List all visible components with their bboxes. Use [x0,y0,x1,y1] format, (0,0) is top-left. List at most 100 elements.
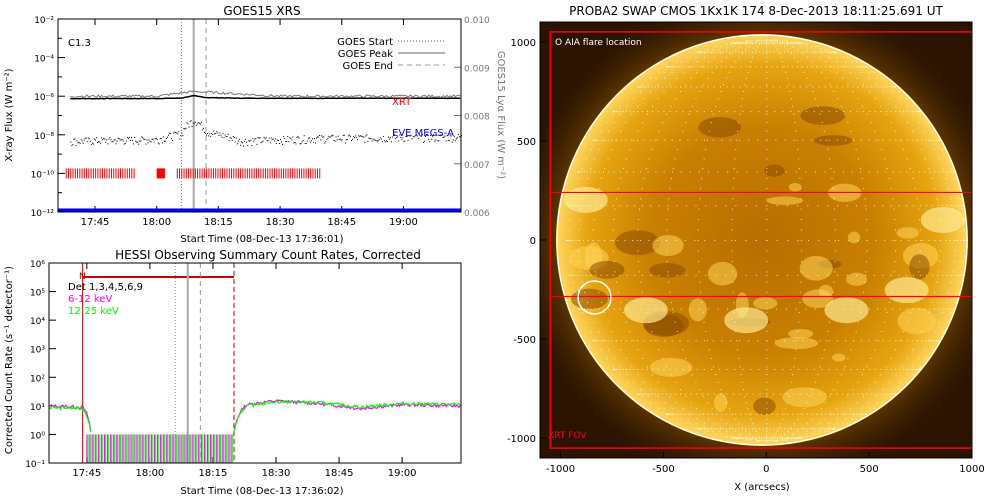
swap-grid-dot [732,46,734,48]
goes-short-point [155,137,157,139]
goes-short-point [436,134,438,136]
swap-grid-dot [733,437,735,439]
swap-grid-dot [612,205,614,207]
swap-grid-dot [760,438,762,440]
swap-grid-dot [788,395,790,397]
swap-grid-dot [954,250,956,252]
swap-grid-dot [811,46,813,48]
swap-bright-region [920,206,965,233]
swap-grid-dot [939,219,941,221]
swap-grid-dot [705,205,707,207]
swap-grid-dot [830,393,832,395]
swap-grid-dot [888,86,890,88]
swap-grid-dot [859,66,861,68]
goes-short-point [207,132,209,134]
swap-grid-dot [771,39,773,41]
swap-grid-dot [701,393,703,395]
swap-grid-dot [689,308,691,310]
swap-grid-dot [952,208,954,210]
swap-grid-dot [833,308,835,310]
swap-grid-dot [766,171,768,173]
goes-short-point [135,140,137,142]
swap-grid-dot [594,171,596,173]
goes-short-point [130,137,132,139]
swap-grid-dot [798,368,800,370]
swap-grid-dot [766,308,768,310]
goes-short-point [324,142,326,144]
swap-grid-dot [886,168,888,170]
swap-grid-dot [824,171,826,173]
goes-short-point [140,140,142,142]
swap-grid-dot [892,308,894,310]
swap-grid-dot [811,139,813,141]
swap-grid-dot [739,42,741,44]
swap-grid-dot [766,340,768,342]
swap-grid-dot [613,219,615,221]
swap-grid-dot [712,51,714,53]
swap-disk-feature [897,307,937,335]
swap-grid-dot [698,308,700,310]
swap-grid-dot [701,178,703,180]
swap-grid-dot [919,260,921,262]
swap-grid-dot [680,393,682,395]
goes-short-point [373,139,375,141]
swap-grid-dot [716,413,718,415]
swap-grid-dot [793,393,795,395]
swap-grid-dot [784,433,786,435]
swap-grid-dot [647,308,649,310]
swap-grid-dot [882,205,884,207]
swap-grid-dot [587,171,589,173]
goes-short-point [287,135,289,137]
goes-short-point [109,137,111,139]
swap-grid-dot [698,52,700,54]
swap-grid-dot [745,42,747,44]
goes-short-point [166,136,168,138]
swap-grid-dot [648,321,650,323]
goes-short-point [298,137,300,139]
swap-grid-dot [634,205,636,207]
goes-short-point [307,137,309,139]
swap-grid-dot [768,437,770,439]
goes-xrs-panel: GOES15 XRS 17:45 18:00 18:15 18:30 18:45 19:0… [4,4,506,245]
swap-grid-dot [633,308,635,310]
swap-grid-dot [695,427,697,429]
goes-short-point [231,139,233,141]
swap-grid-dot [641,368,643,370]
swap-grid-dot [637,86,639,88]
swap-grid-dot [629,148,631,150]
goes-short-point [175,132,177,134]
swap-grid-dot [766,331,768,333]
swap-grid-dot [764,39,766,41]
swap-grid-dot [745,40,747,42]
swap-grid-dot [736,340,738,342]
goes-short-point [411,138,413,140]
goes-short-point [250,139,252,141]
swap-grid-dot [797,61,799,63]
swap-grid-dot [752,86,754,88]
swap-grid-dot [795,171,797,173]
swap-grid-dot [893,271,895,273]
swap-grid-dot [742,368,744,370]
swap-grid-dot [842,77,844,79]
swap-grid-dot [598,148,600,150]
swap-grid-dot [834,240,836,241]
swap-grid-dot [793,86,795,88]
swap-grid-dot [806,51,808,53]
swap-grid-dot [790,438,792,440]
swap-grid-dot [775,139,777,141]
swap-grid-dot [771,440,773,442]
swap-grid-dot [815,46,817,48]
swap-grid-dot [776,308,778,310]
swap-grid-dot [769,42,771,44]
swap-grid-dot [856,402,858,404]
swap-bright-region [623,297,668,324]
swap-grid-dot [793,113,795,115]
swap-grid-dot [701,86,703,88]
goes-short-point [286,141,288,143]
swap-grid-dot [805,171,807,173]
goes-short-point [225,136,227,138]
goes-short-point [273,140,275,142]
swap-grid-dot [685,84,687,86]
swap-grid-dot [875,340,877,342]
goes-short-point [435,139,437,141]
